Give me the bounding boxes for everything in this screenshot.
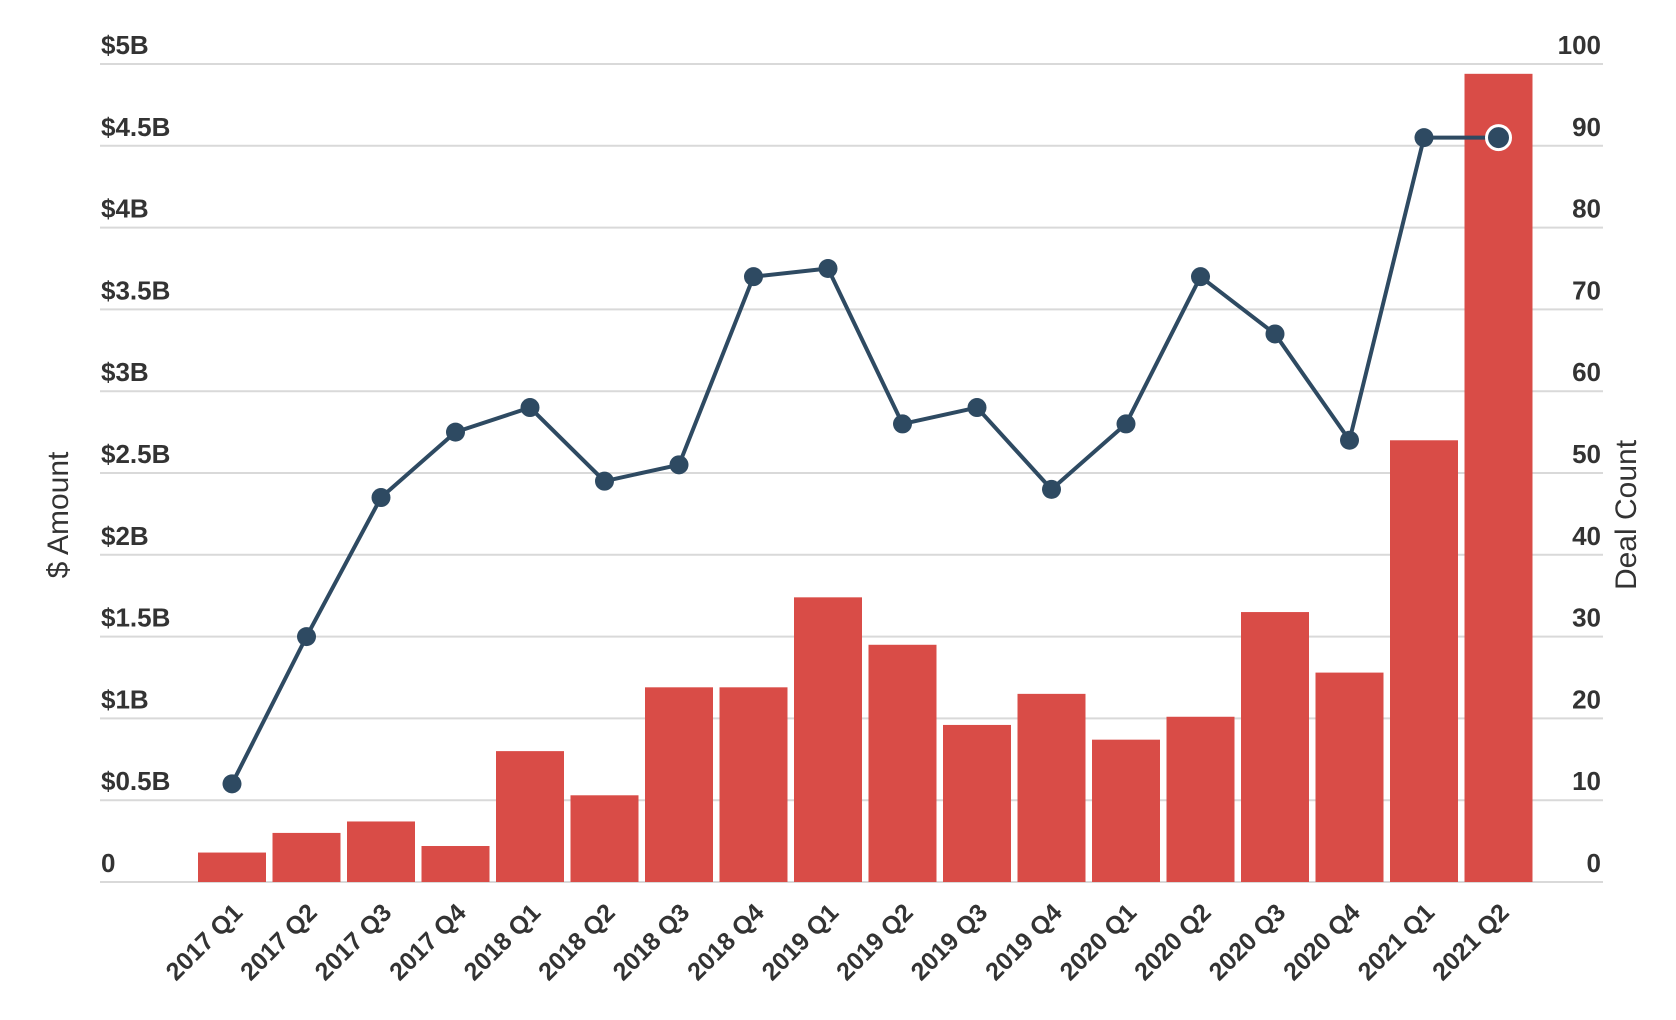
line-series: [222, 124, 1512, 794]
y2-tick-label: 70: [1572, 275, 1601, 305]
bar: [1315, 672, 1384, 882]
line-point: [595, 471, 614, 491]
bar: [645, 687, 713, 882]
line-point: [446, 422, 465, 442]
bar: [1092, 739, 1160, 882]
gridlines: [100, 63, 1603, 883]
y2-tick-label: 30: [1572, 603, 1601, 633]
line-point: [520, 398, 540, 418]
y2-tick-label: 90: [1572, 112, 1601, 142]
y-tick-label: $4B: [101, 194, 149, 224]
line-point: [1340, 430, 1359, 450]
y2-tick-label: 50: [1572, 439, 1601, 469]
y2-tick-label: 40: [1572, 521, 1601, 551]
y2-tick-label: 0: [1587, 848, 1601, 878]
y-tick-label: $0.5B: [101, 766, 170, 796]
line-point: [297, 627, 316, 647]
y2-tick-label: 10: [1572, 766, 1601, 796]
y-tick-label: $4.5B: [101, 112, 170, 142]
bar-series: [198, 73, 1533, 883]
bar: [943, 724, 1011, 882]
y-tick-label: $2B: [101, 521, 149, 551]
y-tick-label: $1.5B: [101, 603, 170, 633]
line-point: [1191, 267, 1210, 287]
x-tick-label: 2021 Q1: [1353, 898, 1441, 986]
x-tick-label: 2018 Q4: [682, 898, 770, 986]
line-point: [967, 398, 987, 418]
line-point: [1116, 414, 1136, 434]
x-tick-label: 2020 Q1: [1055, 898, 1143, 986]
bar: [868, 644, 937, 882]
bar: [496, 751, 564, 882]
x-tick-label: 2017 Q1: [161, 898, 249, 986]
bar: [347, 821, 415, 882]
bar: [1390, 440, 1458, 882]
bar: [794, 597, 862, 882]
line-point: [1485, 124, 1512, 152]
bar: [719, 687, 788, 882]
x-tick-label: 2019 Q2: [831, 898, 919, 986]
left-axis-ticks: 0 $0.5B $1B $1.5B $2B $2.5B $3B $3.5B $4B $4.5B $5…: [101, 30, 170, 878]
x-tick-label: 2018 Q1: [459, 898, 547, 986]
y-tick-label: $5B: [101, 30, 149, 60]
x-tick-label: 2017 Q2: [235, 898, 323, 986]
bar: [1166, 716, 1235, 882]
y-tick-label: $3B: [101, 357, 149, 387]
y2-tick-label: 80: [1572, 194, 1601, 224]
line-point: [744, 267, 763, 287]
x-tick-label: 2019 Q4: [980, 898, 1068, 986]
line-point: [371, 488, 391, 508]
bar: [272, 832, 341, 882]
line-point: [1414, 128, 1434, 148]
x-tick-label: 2019 Q1: [757, 898, 845, 986]
y-tick-label: 0: [101, 848, 115, 878]
right-axis-title: Deal Count: [1610, 439, 1643, 590]
y2-tick-label: 100: [1558, 30, 1601, 60]
x-tick-label: 2017 Q4: [384, 898, 472, 986]
x-tick-label: 2017 Q3: [310, 898, 398, 986]
line-point: [1265, 324, 1285, 344]
y-tick-label: $1B: [101, 684, 149, 714]
bar: [1464, 73, 1533, 883]
line-point: [893, 414, 912, 434]
line-point: [1042, 479, 1061, 499]
deal-count-line: [230, 135, 1499, 785]
bar: [1241, 612, 1309, 882]
x-tick-label: 2020 Q3: [1204, 898, 1292, 986]
y-tick-label: $2.5B: [101, 439, 170, 469]
x-tick-label: 2020 Q2: [1129, 898, 1217, 986]
right-axis-ticks: 0 10 20 30 40 50 60 70 80 90 100: [1558, 30, 1601, 878]
x-tick-label: 2018 Q3: [608, 898, 696, 986]
line-point: [818, 259, 838, 278]
y2-tick-label: 60: [1572, 357, 1601, 387]
bar: [421, 846, 490, 882]
bar: [1017, 693, 1086, 882]
bar: [570, 795, 639, 882]
left-axis-title: $ Amount: [42, 451, 75, 578]
y-tick-label: $3.5B: [101, 275, 170, 305]
x-tick-label: 2018 Q2: [533, 898, 621, 986]
line-point: [222, 774, 242, 794]
x-tick-label: 2019 Q3: [906, 898, 994, 986]
y2-tick-label: 20: [1572, 684, 1601, 714]
x-tick-label: 2020 Q4: [1278, 898, 1366, 986]
line-point: [669, 455, 689, 475]
bar: [198, 852, 266, 882]
x-tick-label: 2021 Q2: [1427, 898, 1515, 986]
